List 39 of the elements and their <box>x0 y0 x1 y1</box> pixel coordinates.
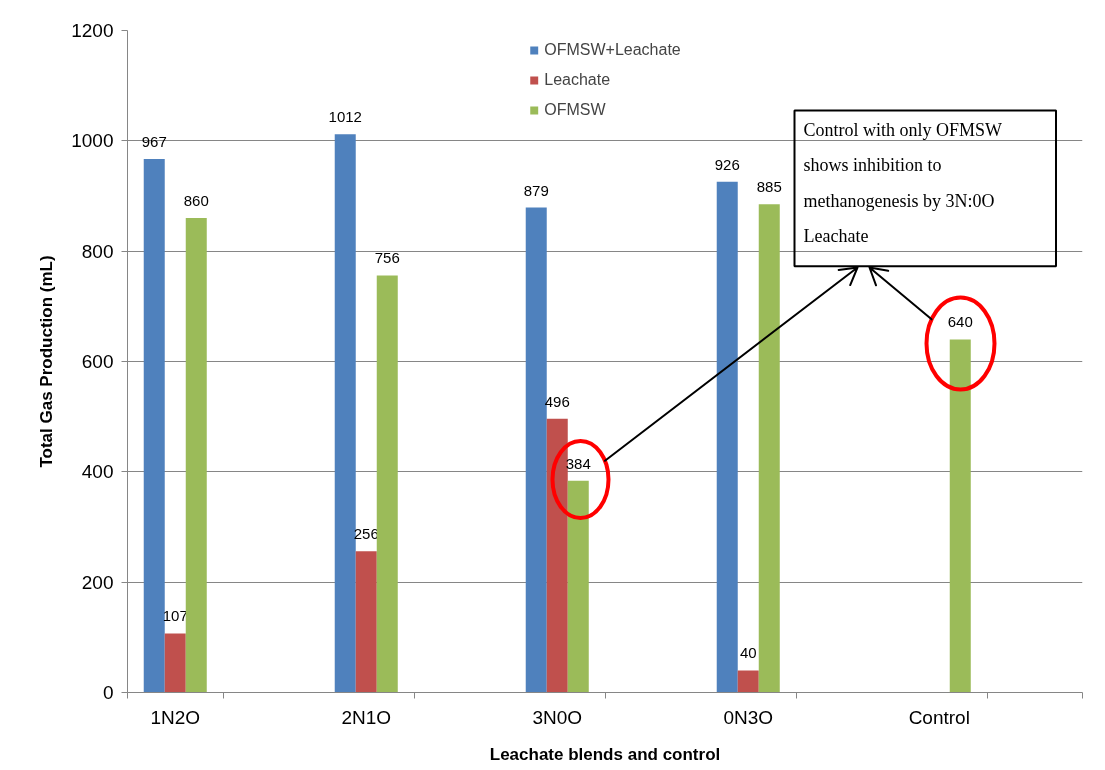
data-label: 879 <box>523 181 549 199</box>
bar <box>525 207 547 693</box>
data-label: 107 <box>162 607 188 625</box>
y-axis-title: Total Gas Production (mL) <box>37 255 57 468</box>
data-label: 1012 <box>328 108 362 126</box>
y-tick-label: 200 <box>81 571 114 593</box>
x-tick-label: 0N3O <box>723 706 774 728</box>
data-label: 860 <box>183 192 209 210</box>
legend-label: OFMSW <box>544 100 606 120</box>
data-label: 40 <box>739 644 757 662</box>
y-tick-label: 600 <box>81 351 114 372</box>
bar <box>185 218 207 693</box>
x-tick-label: 1N2O <box>150 706 201 728</box>
data-label: 926 <box>714 155 740 173</box>
bar <box>716 181 738 693</box>
y-tick-label: 1200 <box>71 20 114 41</box>
y-tick-label: 1000 <box>71 130 114 152</box>
data-label: 640 <box>947 313 973 331</box>
x-axis-title: Leachate blends and control <box>489 744 721 764</box>
bar <box>143 159 165 693</box>
bar <box>758 204 780 693</box>
data-label: 756 <box>374 249 400 267</box>
data-label: 967 <box>141 133 167 151</box>
bar <box>376 275 398 693</box>
y-tick-label: 400 <box>81 461 114 483</box>
bar <box>949 339 971 693</box>
annotation: Control with only OFMSW shows inhibition to methanogenesis by 3N:0O Leachate <box>803 119 1003 247</box>
legend-label: OFMSW+Leachate <box>544 40 681 60</box>
y-tick-label: 800 <box>81 240 114 262</box>
y-tick-label: 0 <box>102 682 114 703</box>
legend-label: Leachate <box>544 70 611 90</box>
data-label: 885 <box>756 178 782 196</box>
bar <box>737 670 759 693</box>
x-tick-label: Control <box>908 706 970 728</box>
bar <box>334 134 356 693</box>
bar <box>355 551 377 693</box>
x-tick-label: 3N0O <box>532 706 583 728</box>
x-tick-label: 2N1O <box>341 706 392 728</box>
bar <box>164 633 186 693</box>
